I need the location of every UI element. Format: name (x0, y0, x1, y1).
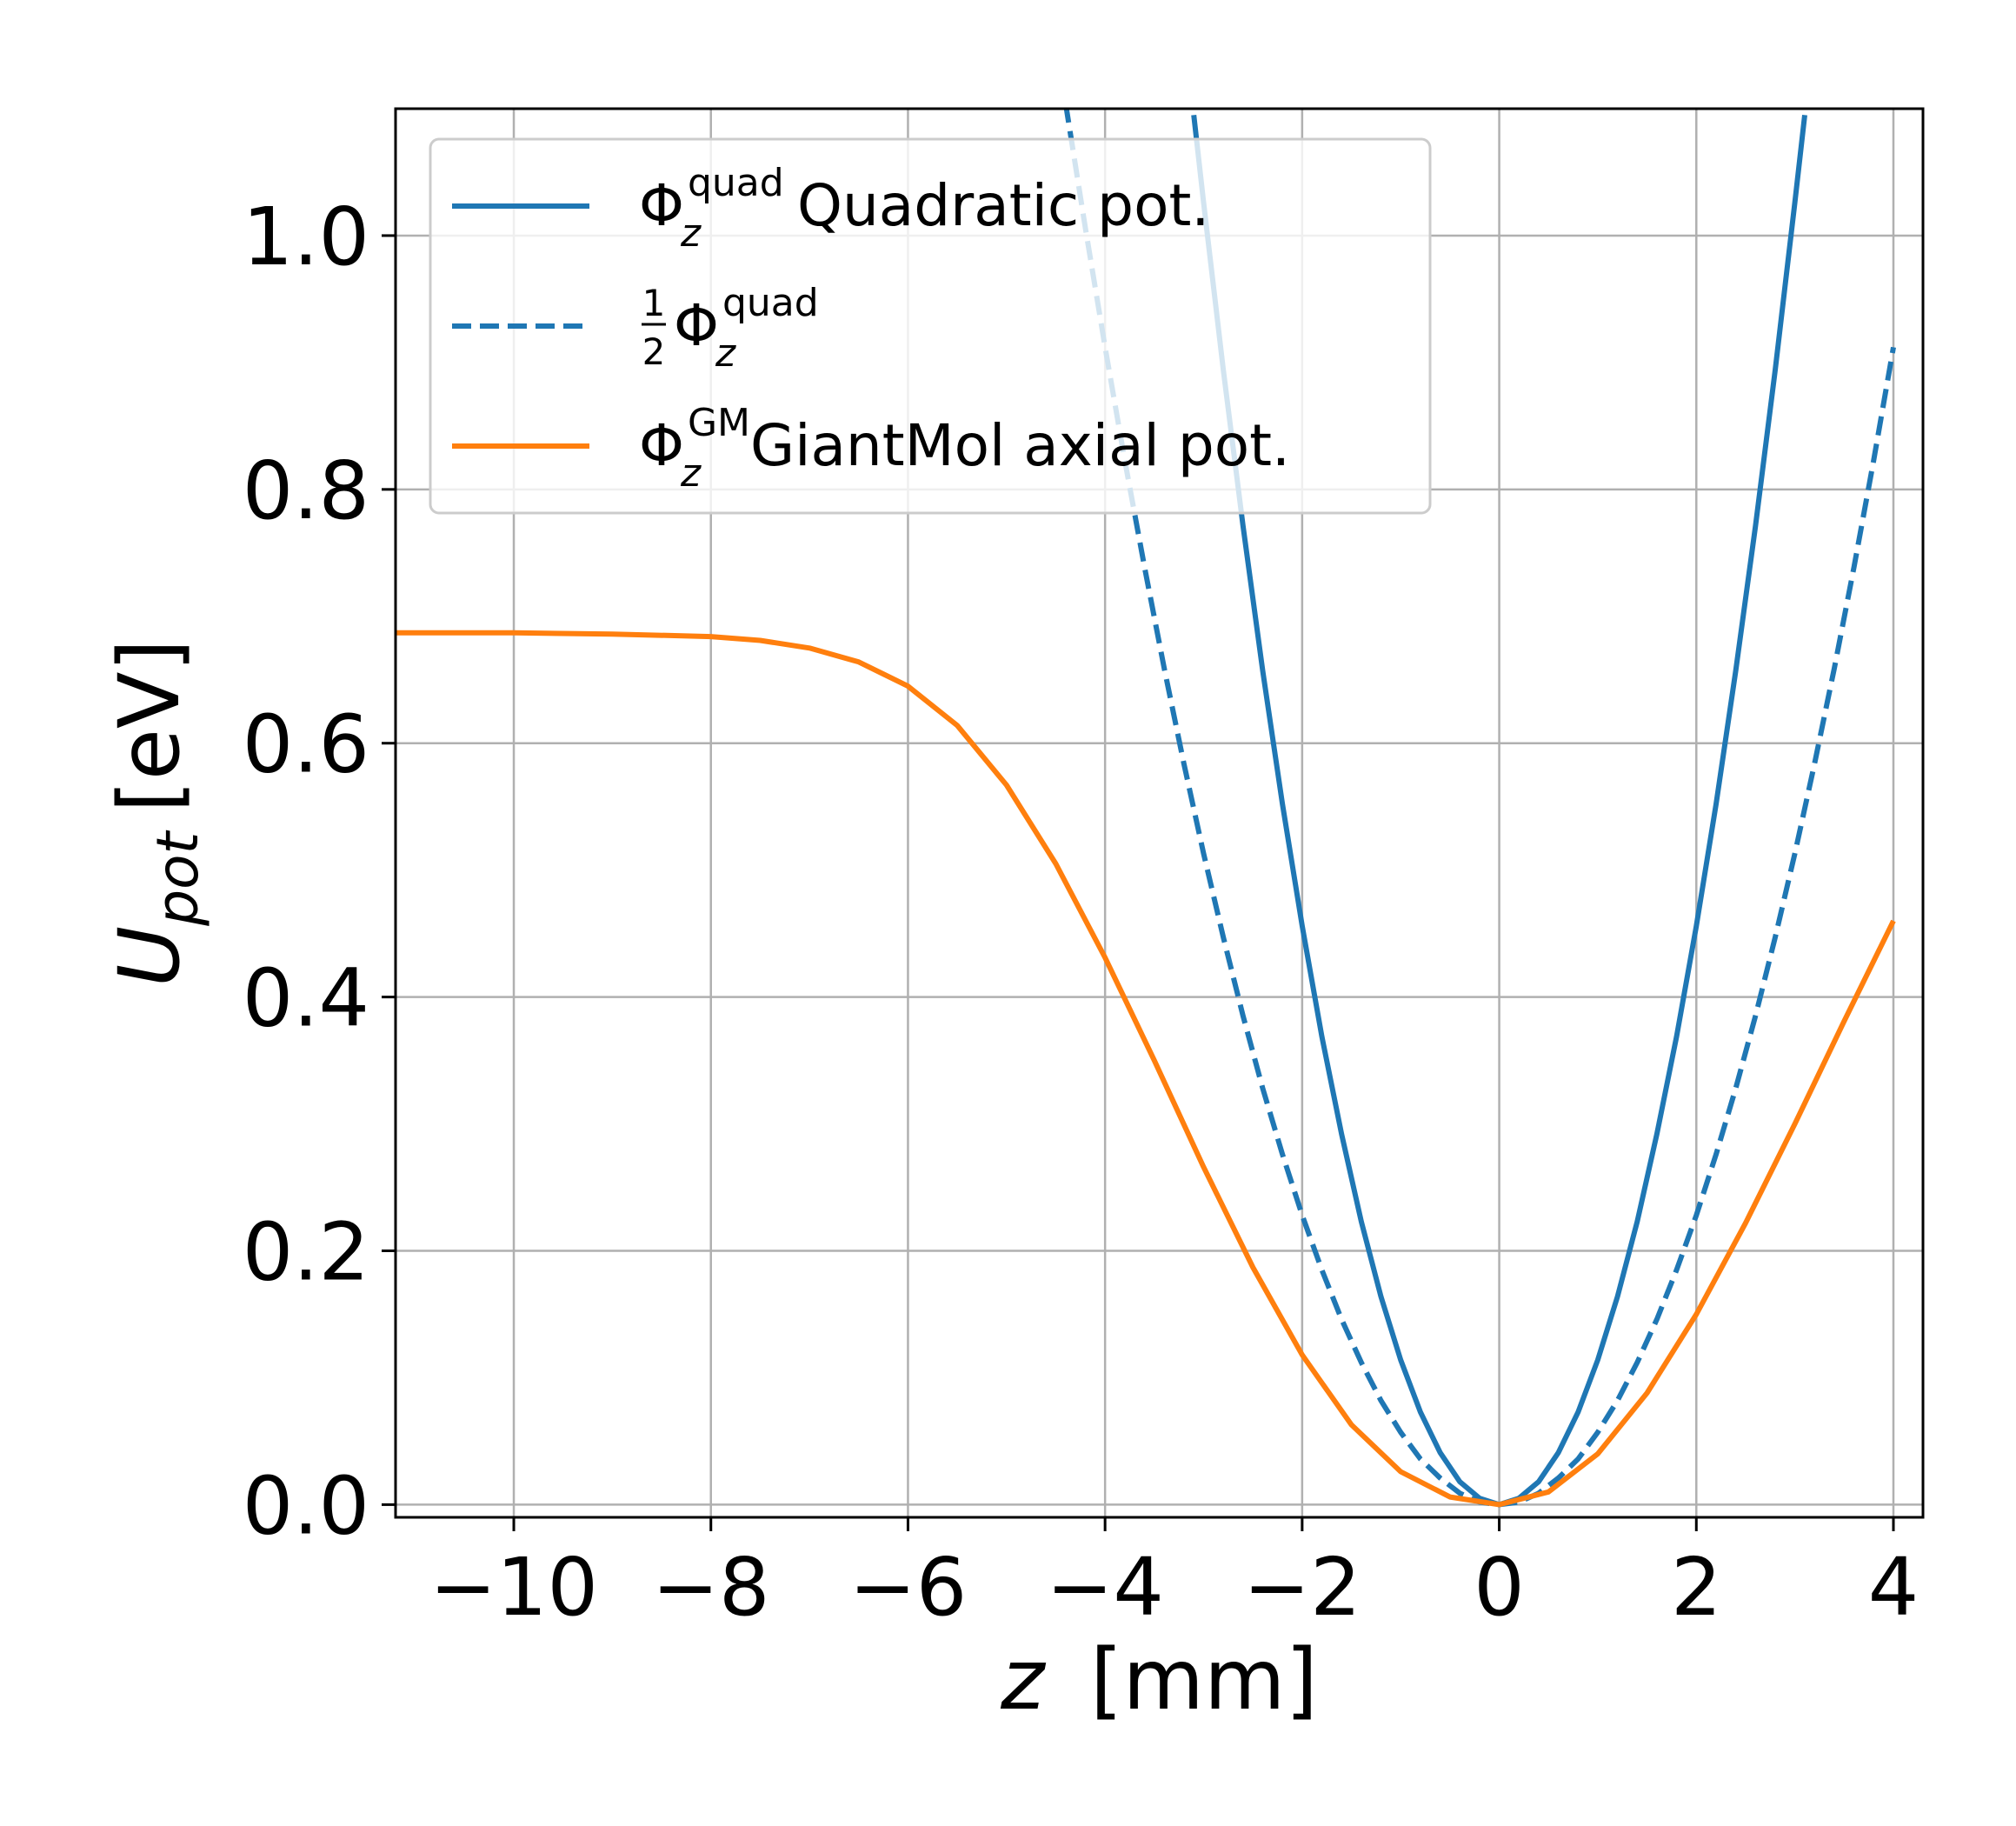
y-axis-unit: [eV] (101, 639, 198, 813)
legend-frac-numerator: 1 (642, 282, 666, 324)
x-tick-label: 0 (1474, 1541, 1525, 1634)
legend-symbol: Φ (639, 172, 684, 239)
x-tick-label: −4 (1046, 1541, 1164, 1634)
legend-superscript: GM (688, 401, 750, 445)
x-axis-var: z (1000, 1631, 1047, 1729)
y-tick-label: 0.6 (243, 698, 369, 791)
y-axis-label: Upot [eV] (101, 639, 211, 987)
x-tick-label: −6 (849, 1541, 968, 1634)
legend-entry-1: Φquad z Quadratic pot. (452, 161, 1209, 256)
x-axis-unit: [mm] (1090, 1631, 1318, 1729)
x-tick-label: −8 (652, 1541, 770, 1634)
legend-superscript: quad (722, 281, 819, 325)
legend-entry-2: 1 2 Φquad z (452, 281, 819, 376)
y-tick-label: 0.0 (243, 1459, 369, 1552)
legend-frac-denominator: 2 (642, 330, 666, 373)
legend-symbol: Φ (639, 412, 684, 479)
y-axis-sub: pot (144, 830, 211, 926)
ticks: −10 −8 −6 −4 −2 0 2 4 0.0 0.2 0.4 0.6 0.8 1.0 (243, 190, 1920, 1634)
x-tick-label: 2 (1671, 1541, 1722, 1634)
legend-subscript: z (715, 331, 736, 376)
legend-symbol: Φ (674, 292, 719, 359)
legend-superscript: quad (688, 161, 784, 205)
series-line-3 (396, 630, 1896, 1508)
plot-frame (394, 107, 1925, 1519)
x-axis-label: z [mm] (1000, 1631, 1318, 1729)
legend-description: Quadratic pot. (797, 172, 1209, 239)
y-tick-label: 0.8 (243, 444, 369, 537)
legend-label: ΦGM z GiantMol axial pot. (639, 401, 1290, 496)
legend-subscript: z (680, 211, 702, 256)
legend-subscript: z (680, 451, 702, 496)
x-tick-label: −2 (1243, 1541, 1361, 1634)
y-axis-var: U (101, 926, 198, 987)
y-tick-label: 0.2 (243, 1206, 369, 1299)
x-tick-label: −10 (429, 1541, 598, 1634)
legend-entry-3: ΦGM z GiantMol axial pot. (452, 401, 1290, 496)
series-layer (396, 109, 1896, 1508)
legend-label: Φquad z (674, 281, 819, 376)
legend-description: GiantMol axial pot. (750, 412, 1290, 479)
x-tick-label: 4 (1868, 1541, 1920, 1634)
y-tick-label: 0.4 (243, 952, 369, 1045)
y-tick-label: 1.0 (243, 190, 369, 283)
legend-box (429, 137, 1432, 515)
legend-label: Φquad z Quadratic pot. (639, 161, 1209, 256)
